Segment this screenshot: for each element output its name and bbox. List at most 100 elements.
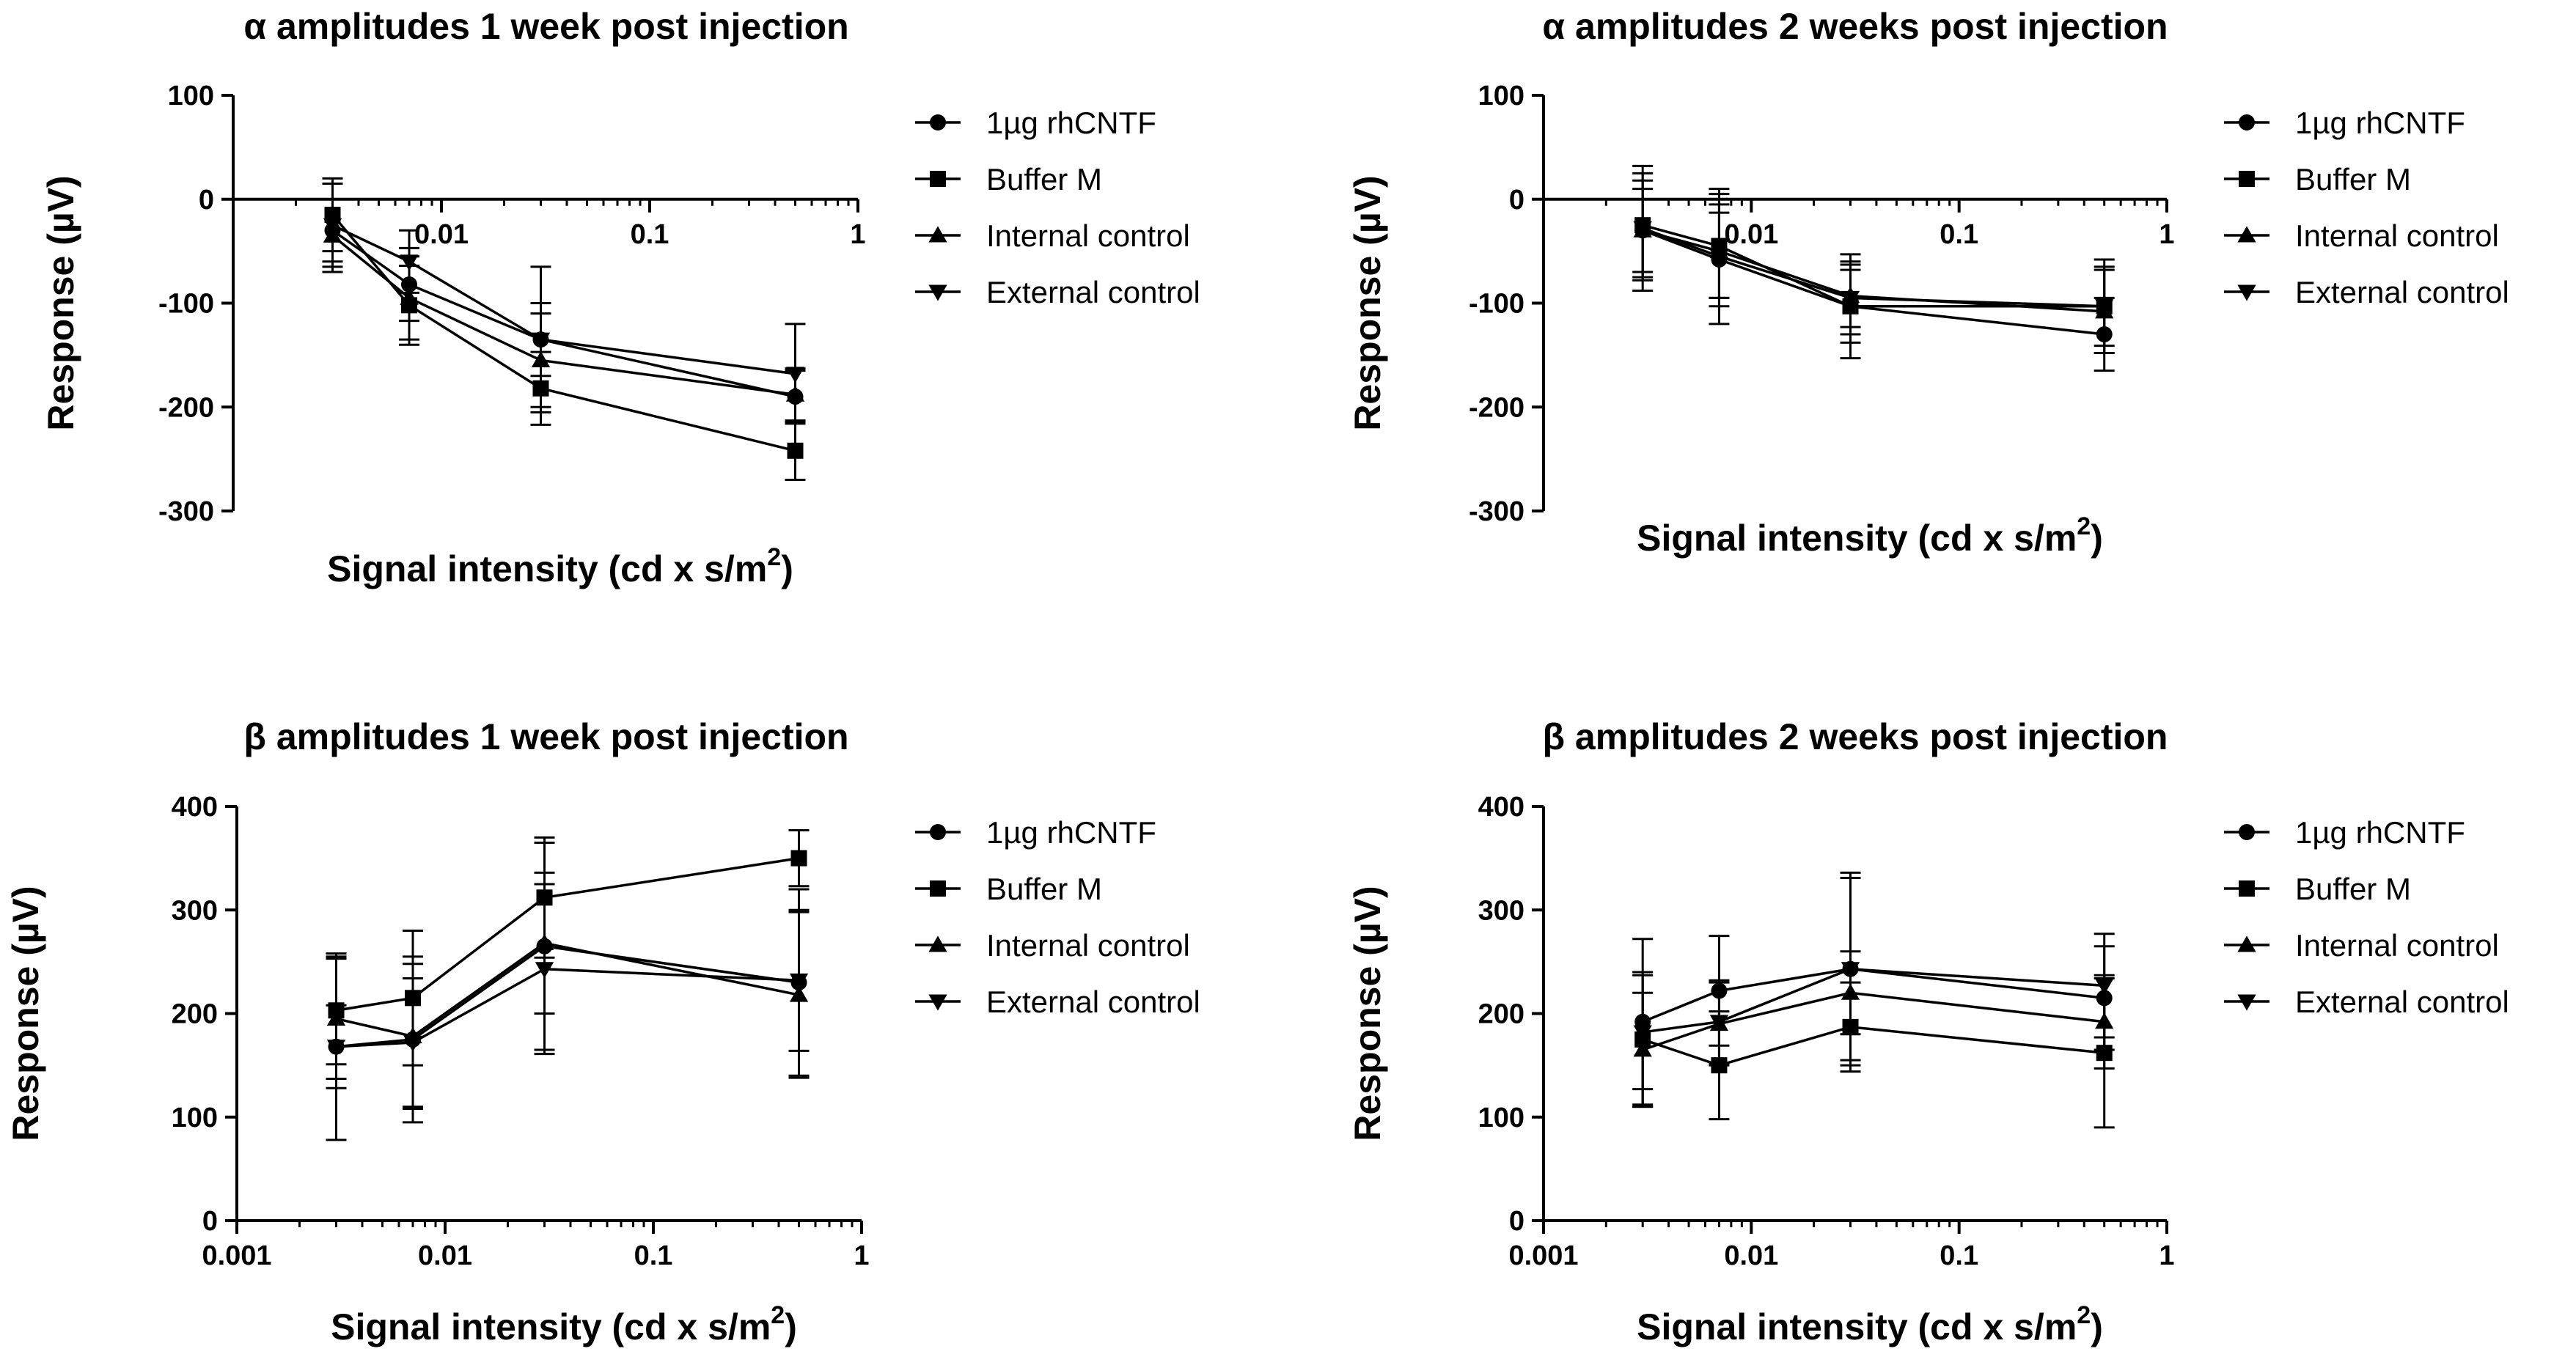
y-tick-label: 200 (172, 999, 218, 1030)
data-point-triangle-down (535, 962, 554, 979)
y-axis-label: Response (µV) (40, 175, 81, 430)
y-tick-label: 300 (1478, 895, 1524, 926)
data-point-triangle-down (400, 254, 419, 271)
x-axis-label-close: ) (2091, 1306, 2103, 1347)
legend-marker-circle (930, 824, 946, 840)
legend-label: Internal control (986, 928, 1190, 963)
legend-marker-triangle-up (2237, 226, 2256, 243)
x-axis-label-text: Signal intensity (cd x s/m (327, 548, 767, 589)
series-triangle-down (1632, 164, 2115, 347)
series-line (1642, 229, 2105, 336)
x-tick-label: 0.01 (1724, 219, 1778, 250)
chart-panel-3: β amplitudes 1 week post injection 400 300… (5, 716, 1200, 1347)
legend-marker-triangle-up (2237, 935, 2256, 952)
legend-marker-triangle-down (2237, 284, 2256, 301)
data-point-triangle-down (1709, 249, 1729, 266)
x-tick-label: 0.01 (1724, 1240, 1778, 1271)
x-axis-label: Signal intensity (cd x s/m2) (327, 543, 793, 589)
series-triangle-down (322, 182, 806, 425)
legend-label: Internal control (2295, 928, 2499, 963)
x-axis-label-text: Signal intensity (cd x s/m (1637, 1306, 2077, 1347)
x-axis-label: Signal intensity (cd x s/m2) (331, 1301, 797, 1347)
data-point-triangle-down (1709, 1015, 1729, 1031)
data-point-triangle-down (323, 218, 342, 235)
legend-marker-circle (2239, 824, 2255, 840)
legend-marker-square (930, 171, 946, 187)
x-tick-label: 0.001 (202, 1240, 271, 1271)
data-point-triangle-down (785, 367, 805, 383)
y-tick-label: 200 (1478, 999, 1524, 1030)
x-axis-label-superscript: 2 (767, 543, 781, 571)
x-axis-label-close: ) (785, 1306, 797, 1347)
legend-marker-square (2239, 171, 2255, 187)
y-tick-label: 0 (1509, 185, 1524, 216)
y-axis-label: Response (µV) (5, 886, 46, 1141)
y-tick-label: -100 (1469, 289, 1524, 320)
series-line (331, 213, 796, 452)
data-point-triangle-up (400, 288, 419, 305)
data-point-triangle-down (326, 1040, 346, 1056)
series-circle (1632, 179, 2115, 372)
legend-label: External control (986, 275, 1200, 309)
x-tick-label: 0.1 (1940, 1240, 1978, 1271)
series-line (1642, 227, 2105, 308)
chart-title: β amplitudes 2 weeks post injection (1543, 716, 2168, 757)
x-axis-label-superscript: 2 (2077, 1301, 2091, 1329)
legend-label: External control (986, 985, 1200, 1019)
legend-label: Buffer M (2295, 872, 2411, 906)
legend: 1µg rhCNTF Buffer M Internal control Extern… (915, 815, 1200, 1019)
series-circle (326, 841, 810, 1141)
legend-label: External control (2295, 985, 2509, 1019)
legend-label: External control (2295, 275, 2509, 309)
y-tick-label: 300 (172, 895, 218, 926)
legend: 1µg rhCNTF Buffer M Internal control Extern… (2224, 815, 2509, 1019)
data-point-triangle-down (2095, 978, 2114, 996)
chart-title: β amplitudes 1 week post injection (243, 716, 848, 757)
y-tick-label: 100 (1478, 1103, 1524, 1133)
series-circle (1632, 871, 2115, 1106)
y-tick-label: -100 (158, 289, 214, 320)
y-tick-label: 0 (1509, 1206, 1524, 1237)
data-point-triangle-down (2095, 299, 2114, 316)
legend-marker-triangle-up (928, 226, 947, 243)
series-line (336, 967, 799, 1048)
series-triangle-up (322, 198, 806, 422)
y-tick-label: -200 (1469, 392, 1524, 423)
legend-marker-triangle-down (928, 994, 947, 1011)
legend-marker-triangle-down (2237, 994, 2256, 1011)
x-axis-label: Signal intensity (cd x s/m2) (1637, 1301, 2103, 1347)
x-tick-label: 0.1 (1940, 219, 1978, 250)
x-axis-label-close: ) (781, 548, 793, 589)
legend-label: Buffer M (986, 162, 1102, 196)
x-axis-label-text: Signal intensity (cd x s/m (331, 1306, 771, 1347)
data-point-triangle-down (403, 1035, 422, 1052)
chart-title: α amplitudes 1 week post injection (243, 6, 848, 47)
y-tick-label: 100 (172, 1103, 218, 1133)
legend-label: Buffer M (2295, 162, 2411, 196)
x-tick-label: 0.01 (418, 1240, 472, 1271)
data-point-triangle-down (1633, 1025, 1652, 1042)
x-tick-label: 1 (2159, 219, 2174, 250)
y-tick-label: -300 (158, 496, 214, 527)
legend-marker-square (2239, 880, 2255, 897)
series-line (1642, 991, 2105, 1051)
y-tick-label: 400 (172, 792, 218, 823)
data-point-triangle-down (1841, 962, 1860, 979)
y-tick-label: -300 (1469, 496, 1524, 527)
series-line (1642, 967, 2105, 1023)
x-tick-label: 1 (854, 1240, 869, 1271)
y-axis-label: Response (µV) (1347, 886, 1388, 1141)
x-axis-label-text: Signal intensity (cd x s/m (1637, 518, 2077, 559)
x-tick-label: 1 (850, 219, 865, 250)
y-tick-label: 100 (168, 81, 214, 111)
series-triangle-down (1632, 876, 2115, 1091)
x-tick-label: 0.001 (1508, 1240, 1578, 1271)
y-tick-label: 0 (202, 1206, 218, 1237)
series-line (1642, 967, 2105, 1034)
chart-panel-1: α amplitudes 1 week post injection 100 0 -1… (40, 6, 1200, 589)
series-line (336, 856, 799, 1012)
x-axis-label-close: ) (2091, 518, 2103, 559)
chart-panel-2: α amplitudes 2 weeks post injection 100 0 -… (1347, 6, 2509, 559)
x-axis-label-superscript: 2 (771, 1301, 785, 1329)
